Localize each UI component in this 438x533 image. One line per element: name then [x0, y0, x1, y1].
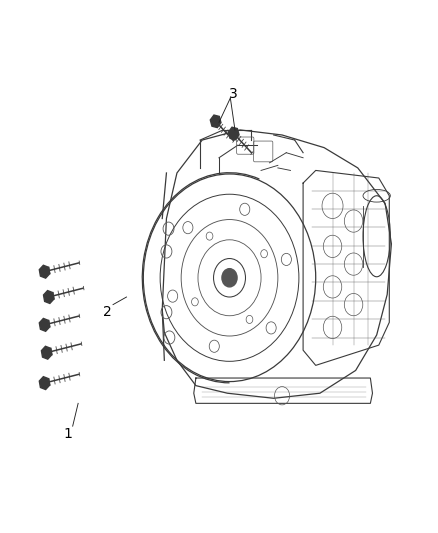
Polygon shape — [39, 377, 49, 390]
Polygon shape — [210, 115, 221, 127]
Text: 2: 2 — [103, 305, 112, 319]
Polygon shape — [39, 318, 49, 332]
Polygon shape — [43, 290, 54, 303]
Polygon shape — [42, 346, 52, 359]
Polygon shape — [39, 265, 49, 278]
Text: 3: 3 — [230, 87, 238, 101]
Polygon shape — [228, 127, 239, 140]
Text: 1: 1 — [63, 427, 72, 441]
Circle shape — [222, 269, 237, 287]
